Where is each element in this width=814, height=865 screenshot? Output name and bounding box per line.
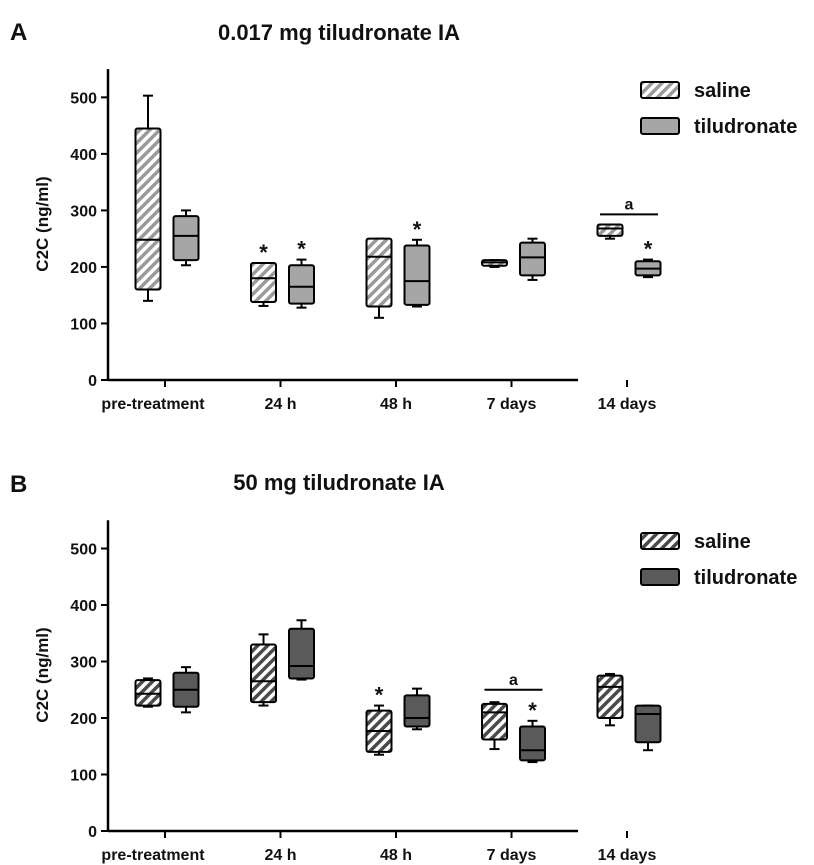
box-saline-4 (596, 672, 624, 727)
box-tiludronate-3 (519, 719, 546, 764)
box-body (596, 674, 624, 719)
y-tick-label: 400 (70, 598, 97, 615)
box-tiludronate-4 (634, 258, 662, 279)
box-saline-0 (134, 94, 162, 302)
box-tiludronate-0 (172, 666, 200, 714)
y-axis-label: C2C (ng/ml) (33, 627, 52, 722)
panel-letter: B (10, 471, 27, 498)
box-tiludronate-1 (288, 258, 315, 309)
legend-label-saline: saline (694, 531, 751, 553)
box-saline-3 (481, 701, 508, 751)
axes: 0 100 200 300 400 500 pre-treatment 24 h 48 h 7 d… (70, 69, 656, 413)
box-tiludronate-2 (403, 238, 431, 308)
x-tick-label: 24 h (264, 396, 296, 413)
legend-label-saline: saline (694, 80, 751, 102)
box-body (288, 264, 315, 305)
y-tick-label: 100 (70, 768, 97, 785)
significance-asterisk: * (259, 240, 268, 265)
box-saline-4 (596, 223, 624, 240)
y-tick-label: 400 (70, 147, 97, 164)
box-body (365, 237, 393, 308)
significance-asterisk: * (413, 217, 422, 242)
y-tick-label: 300 (70, 655, 97, 672)
panel-a: A 0.017 mg tiludronate IA C2C (ng/ml) 0 1… (10, 19, 797, 413)
box-saline-2 (365, 704, 393, 756)
box-saline-0 (134, 677, 162, 708)
x-tick-label: 7 days (487, 847, 537, 864)
box-tiludronate-1 (288, 619, 315, 681)
box-saline-1 (250, 261, 277, 307)
significance-letter: a (509, 672, 518, 689)
box-body (172, 215, 200, 262)
significance-letter: a (625, 196, 634, 213)
box-tiludronate-4 (634, 704, 662, 752)
box-tiludronate-0 (172, 209, 200, 267)
legend: saline tiludronate (640, 531, 797, 589)
box-body (288, 627, 315, 680)
chart-title: 0.017 mg tiludronate IA (218, 20, 460, 45)
significance-asterisk: * (644, 237, 653, 262)
x-tick-label: 48 h (380, 396, 412, 413)
chart-title: 50 mg tiludronate IA (233, 470, 445, 495)
y-tick-label: 200 (70, 260, 97, 277)
box-body (634, 704, 662, 744)
box-body (519, 241, 546, 277)
x-tick-label: pre-treatment (101, 396, 205, 413)
legend-swatch-tiludronate (640, 568, 680, 586)
legend-swatch-tiludronate (640, 117, 680, 135)
significance-asterisk: * (297, 237, 306, 262)
y-tick-label: 0 (88, 373, 97, 390)
box-tiludronate-3 (519, 237, 546, 281)
box-body (481, 702, 508, 741)
box-body (250, 261, 277, 303)
legend: saline tiludronate (640, 80, 797, 138)
x-tick-label: 48 h (380, 847, 412, 864)
panel-b: B 50 mg tiludronate IA C2C (ng/ml) 0 100 2… (10, 470, 797, 864)
significance-asterisk: * (528, 698, 537, 723)
boxes (134, 619, 662, 764)
box-saline-2 (365, 237, 393, 319)
box-body (596, 223, 624, 237)
y-tick-label: 500 (70, 542, 97, 559)
y-tick-label: 500 (70, 90, 97, 107)
annotations: * * a (375, 672, 543, 723)
x-tick-label: 7 days (487, 396, 537, 413)
x-tick-label: pre-treatment (101, 847, 205, 864)
box-body (403, 244, 431, 306)
y-tick-label: 300 (70, 203, 97, 220)
box-tiludronate-2 (403, 687, 431, 731)
legend-label-tiludronate: tiludronate (694, 116, 797, 138)
significance-asterisk: * (375, 683, 384, 708)
x-tick-label: 14 days (598, 847, 657, 864)
y-tick-label: 0 (88, 824, 97, 841)
box-body (403, 694, 431, 728)
legend-label-tiludronate: tiludronate (694, 567, 797, 589)
box-body (134, 127, 162, 291)
box-body (519, 725, 546, 762)
legend-swatch-saline (640, 532, 680, 550)
axes: 0 100 200 300 400 500 pre-treatment 24 h 48 h 7 d… (70, 520, 656, 864)
annotations: * * * * a (259, 196, 658, 265)
box-saline-3 (481, 259, 508, 268)
box-body (250, 643, 277, 704)
legend-swatch-saline (640, 81, 680, 99)
y-tick-label: 200 (70, 711, 97, 728)
x-tick-label: 24 h (264, 847, 296, 864)
y-axis-label: C2C (ng/ml) (33, 176, 52, 271)
y-tick-label: 100 (70, 316, 97, 333)
boxes (134, 94, 662, 319)
panel-letter: A (10, 19, 27, 46)
x-tick-label: 14 days (598, 396, 657, 413)
box-saline-1 (250, 633, 277, 707)
